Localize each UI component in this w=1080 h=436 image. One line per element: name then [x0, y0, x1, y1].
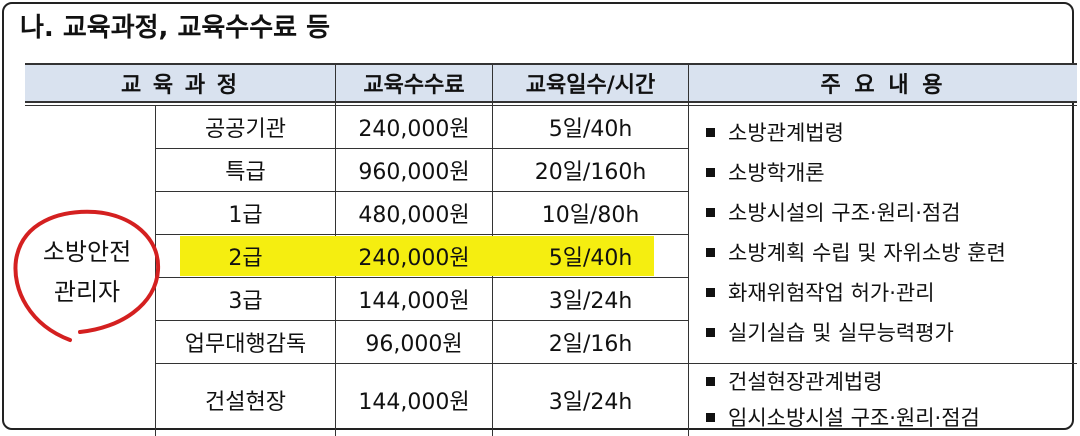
content-list-construction: 건설현장관계법령 임시소방시설 구조·원리·점검	[706, 364, 1066, 436]
list-item: 건설현장관계법령	[706, 364, 883, 398]
bullet-square-icon	[706, 247, 715, 257]
course-cell: 특급	[225, 160, 266, 185]
fee-cell: 240,000원	[358, 117, 470, 142]
fee-cell: 240,000원	[358, 246, 470, 271]
duration-cell: 5일/40h	[548, 246, 633, 271]
row-divider	[156, 277, 688, 278]
group-label-line1: 소방안전	[42, 238, 132, 266]
list-item: 소방관계법령	[706, 112, 844, 152]
bullet-square-icon	[706, 412, 715, 422]
course-cell: 공공기관	[205, 117, 286, 142]
bullet-square-icon	[706, 287, 715, 297]
list-item: 소방시설의 구조·원리·점검	[706, 192, 961, 232]
table-top-border	[25, 63, 1077, 65]
bullet-square-icon	[706, 327, 715, 337]
duration-cell: 2일/16h	[548, 332, 633, 357]
course-cell: 1급	[228, 203, 263, 228]
fee-cell: 96,000원	[365, 332, 463, 357]
course-cell: 2급	[228, 246, 263, 271]
header-bottom-border	[25, 101, 1077, 103]
document-frame	[2, 2, 1074, 430]
col-divider	[688, 64, 689, 436]
row-divider	[156, 191, 688, 192]
duration-cell: 3일/24h	[548, 289, 633, 314]
section-title: 나. 교육과정, 교육수수료 등	[20, 13, 331, 43]
bullet-square-icon	[706, 376, 715, 386]
list-item: 실기실습 및 실무능력평가	[706, 312, 954, 352]
col-divider	[155, 106, 156, 436]
highlight-band	[180, 236, 654, 276]
row-divider	[156, 363, 1077, 364]
fee-cell: 144,000원	[358, 289, 470, 314]
duration-cell: 3일/24h	[548, 390, 633, 415]
course-cell: 업무대행감독	[184, 332, 307, 357]
header-course: 교 육 과 정	[121, 73, 239, 98]
bullet-square-icon	[706, 127, 715, 137]
header-double-line	[25, 105, 1077, 106]
list-item: 소방학개론	[706, 152, 825, 192]
duration-cell: 5일/40h	[548, 117, 633, 142]
row-divider	[156, 234, 688, 235]
duration-cell: 10일/80h	[541, 203, 640, 228]
content-list-main: 소방관계법령 소방학개론 소방시설의 구조·원리·점검 소방계획 수립 및 자위…	[706, 112, 1066, 362]
row-divider	[156, 148, 688, 149]
list-item: 임시소방시설 구조·원리·점검	[706, 400, 980, 434]
table-header-band	[25, 64, 1077, 102]
bullet-square-icon	[706, 207, 715, 217]
group-label-line2: 관리자	[53, 278, 121, 306]
header-content: 주 요 내 용	[820, 73, 946, 98]
list-item: 소방계획 수립 및 자위소방 훈련	[706, 232, 1006, 272]
course-cell: 건설현장	[205, 390, 286, 415]
row-divider	[156, 320, 688, 321]
fee-cell: 480,000원	[358, 203, 470, 228]
header-fee: 교육수수료	[363, 73, 465, 98]
duration-cell: 20일/160h	[534, 160, 647, 185]
fee-cell: 960,000원	[358, 160, 470, 185]
bullet-square-icon	[706, 167, 715, 177]
course-cell: 3급	[228, 289, 263, 314]
header-duration: 교육일수/시간	[525, 73, 656, 98]
fee-cell: 144,000원	[358, 390, 470, 415]
list-item: 화재위험작업 허가·관리	[706, 272, 935, 312]
